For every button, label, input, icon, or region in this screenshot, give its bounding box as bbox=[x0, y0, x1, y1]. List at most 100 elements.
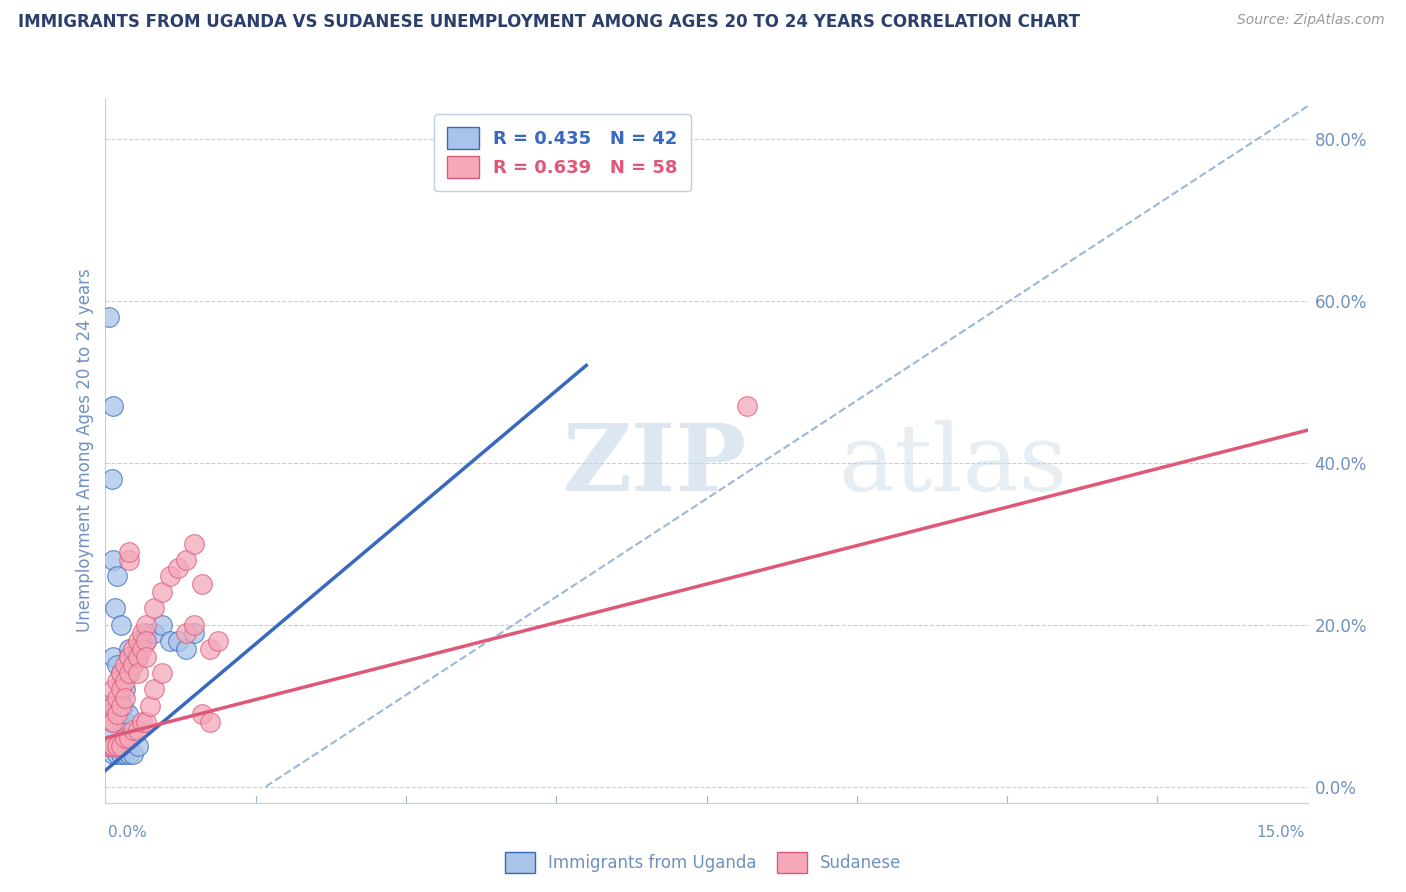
Point bbox=[131, 633, 153, 648]
Point bbox=[118, 666, 141, 681]
Point bbox=[207, 633, 229, 648]
Point bbox=[131, 714, 153, 729]
Text: IMMIGRANTS FROM UGANDA VS SUDANESE UNEMPLOYMENT AMONG AGES 20 TO 24 YEARS CORREL: IMMIGRANTS FROM UGANDA VS SUDANESE UNEMP… bbox=[18, 13, 1080, 31]
Text: 0.0%: 0.0% bbox=[108, 825, 148, 840]
Point bbox=[122, 658, 145, 673]
Point bbox=[150, 585, 173, 599]
Point bbox=[198, 641, 221, 656]
Point bbox=[135, 633, 157, 648]
Point bbox=[122, 658, 145, 673]
Point bbox=[104, 601, 127, 615]
Point bbox=[174, 625, 197, 640]
Point bbox=[97, 698, 120, 713]
Point bbox=[122, 747, 145, 762]
Point bbox=[103, 682, 125, 697]
Point bbox=[114, 690, 136, 705]
Point bbox=[735, 399, 758, 413]
Point bbox=[135, 650, 157, 665]
Point bbox=[107, 569, 129, 583]
Legend: Immigrants from Uganda, Sudanese: Immigrants from Uganda, Sudanese bbox=[498, 846, 908, 880]
Point bbox=[150, 617, 173, 632]
Point bbox=[110, 617, 132, 632]
Point bbox=[98, 739, 121, 753]
Point bbox=[107, 674, 129, 689]
Point bbox=[101, 739, 124, 753]
Point bbox=[114, 658, 136, 673]
Point bbox=[98, 739, 121, 753]
Point bbox=[103, 698, 125, 713]
Point bbox=[174, 553, 197, 567]
Point bbox=[97, 731, 120, 745]
Y-axis label: Unemployment Among Ages 20 to 24 years: Unemployment Among Ages 20 to 24 years bbox=[76, 268, 94, 632]
Point bbox=[101, 714, 124, 729]
Point bbox=[118, 650, 141, 665]
Point bbox=[127, 641, 149, 656]
Point bbox=[150, 666, 173, 681]
Point bbox=[183, 625, 205, 640]
Point bbox=[103, 399, 125, 413]
Point bbox=[166, 633, 188, 648]
Point bbox=[127, 723, 149, 737]
Point bbox=[110, 714, 132, 729]
Point bbox=[118, 553, 141, 567]
Point bbox=[107, 747, 129, 762]
Point bbox=[174, 641, 197, 656]
Point bbox=[103, 698, 125, 713]
Point bbox=[114, 731, 136, 745]
Point bbox=[118, 747, 141, 762]
Point bbox=[131, 641, 153, 656]
Point bbox=[159, 633, 181, 648]
Point bbox=[114, 747, 136, 762]
Point bbox=[114, 674, 136, 689]
Point bbox=[122, 723, 145, 737]
Point bbox=[183, 536, 205, 550]
Point bbox=[135, 625, 157, 640]
Point bbox=[122, 641, 145, 656]
Point bbox=[183, 617, 205, 632]
Point bbox=[127, 650, 149, 665]
Point bbox=[107, 706, 129, 721]
Text: atlas: atlas bbox=[839, 419, 1069, 509]
Point bbox=[103, 747, 125, 762]
Point bbox=[142, 682, 165, 697]
Point bbox=[98, 310, 121, 324]
Point bbox=[114, 682, 136, 697]
Point bbox=[107, 739, 129, 753]
Point bbox=[97, 739, 120, 753]
Point bbox=[127, 633, 149, 648]
Point bbox=[118, 731, 141, 745]
Point bbox=[135, 633, 157, 648]
Point bbox=[198, 714, 221, 729]
Point bbox=[190, 577, 212, 591]
Point bbox=[103, 714, 125, 729]
Point bbox=[101, 472, 124, 486]
Point bbox=[118, 641, 141, 656]
Text: 15.0%: 15.0% bbox=[1257, 825, 1305, 840]
Point bbox=[118, 666, 141, 681]
Point bbox=[110, 666, 132, 681]
Point bbox=[110, 747, 132, 762]
Point bbox=[142, 601, 165, 615]
Point bbox=[131, 625, 153, 640]
Point bbox=[110, 698, 132, 713]
Text: Source: ZipAtlas.com: Source: ZipAtlas.com bbox=[1237, 13, 1385, 28]
Point bbox=[110, 682, 132, 697]
Point bbox=[110, 666, 132, 681]
Point bbox=[135, 714, 157, 729]
Point bbox=[112, 698, 135, 713]
Point bbox=[103, 739, 125, 753]
Point bbox=[127, 650, 149, 665]
Point bbox=[142, 625, 165, 640]
Point bbox=[107, 690, 129, 705]
Point bbox=[138, 698, 160, 713]
Point bbox=[127, 739, 149, 753]
Point bbox=[166, 561, 188, 575]
Point bbox=[107, 706, 129, 721]
Legend: R = 0.435   N = 42, R = 0.639   N = 58: R = 0.435 N = 42, R = 0.639 N = 58 bbox=[434, 114, 690, 191]
Point bbox=[118, 650, 141, 665]
Point bbox=[159, 569, 181, 583]
Point bbox=[98, 706, 121, 721]
Point bbox=[103, 553, 125, 567]
Point bbox=[107, 658, 129, 673]
Point bbox=[127, 666, 149, 681]
